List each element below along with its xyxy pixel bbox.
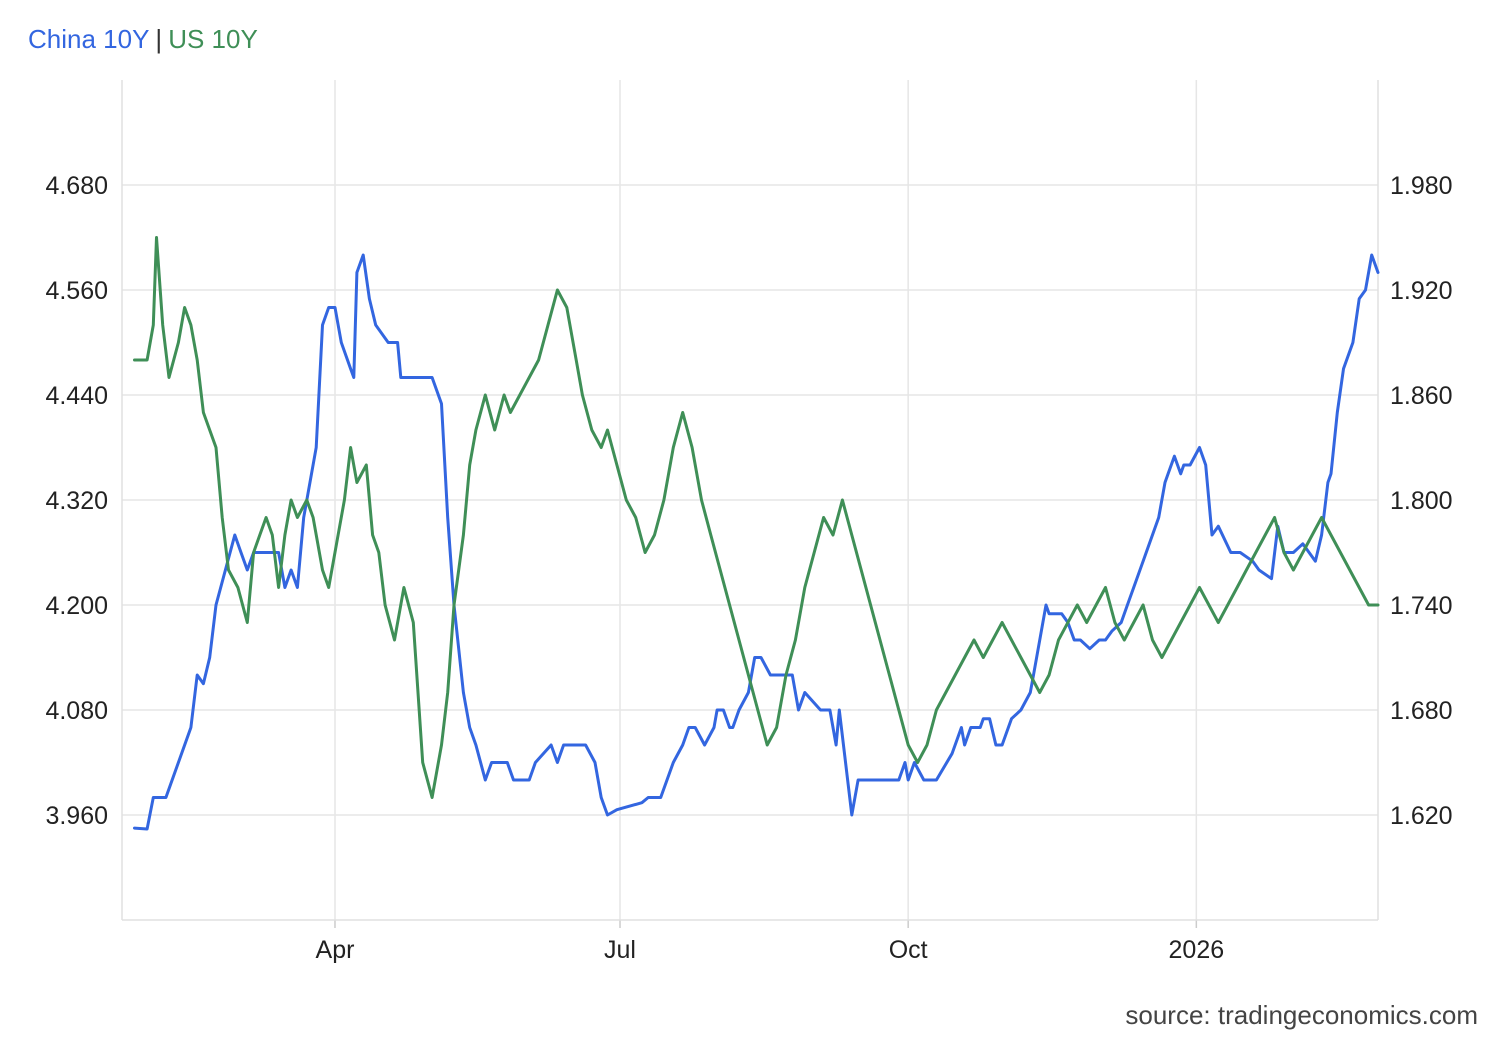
y-right-tick-label: 1.920 — [1390, 277, 1453, 305]
y-left-tick-label: 4.200 — [45, 592, 108, 620]
y-left-tick-label: 3.960 — [45, 802, 108, 830]
y-right-tick-label: 1.620 — [1390, 802, 1453, 830]
y-left-tick-label: 4.560 — [45, 277, 108, 305]
series-layer — [133, 236, 1380, 831]
series-line-us-10y[interactable] — [133, 236, 1380, 799]
legend-us[interactable]: US 10Y — [168, 24, 258, 54]
y-left-tick-label: 4.680 — [45, 172, 108, 200]
y-left-tick-label: 4.440 — [45, 382, 108, 410]
source-label: source: tradingeconomics.com — [1125, 1000, 1478, 1030]
y-right-tick-label: 1.680 — [1390, 697, 1453, 725]
y-left-tick-label: 4.320 — [45, 487, 108, 515]
y-right-tick-label: 1.860 — [1390, 382, 1453, 410]
legend: China 10Y | US 10Y — [28, 24, 258, 55]
x-tick-label: Apr — [316, 936, 355, 964]
x-tick-label: 2026 — [1169, 936, 1225, 964]
axes — [121, 80, 1379, 928]
tick-labels: 4.680 4.560 4.440 4.320 4.200 4.080 3.960 1.980… — [45, 172, 1452, 964]
y-right-tick-label: 1.980 — [1390, 172, 1453, 200]
grid — [122, 80, 1378, 920]
y-left-tick-label: 4.080 — [45, 697, 108, 725]
y-right-tick-label: 1.740 — [1390, 592, 1453, 620]
legend-china[interactable]: China 10Y — [28, 24, 150, 54]
legend-separator: | — [155, 24, 163, 54]
x-tick-label: Jul — [604, 936, 636, 964]
y-right-tick-label: 1.800 — [1390, 487, 1453, 515]
series-line-china-10y[interactable] — [133, 253, 1380, 831]
x-tick-label: Oct — [889, 936, 928, 964]
